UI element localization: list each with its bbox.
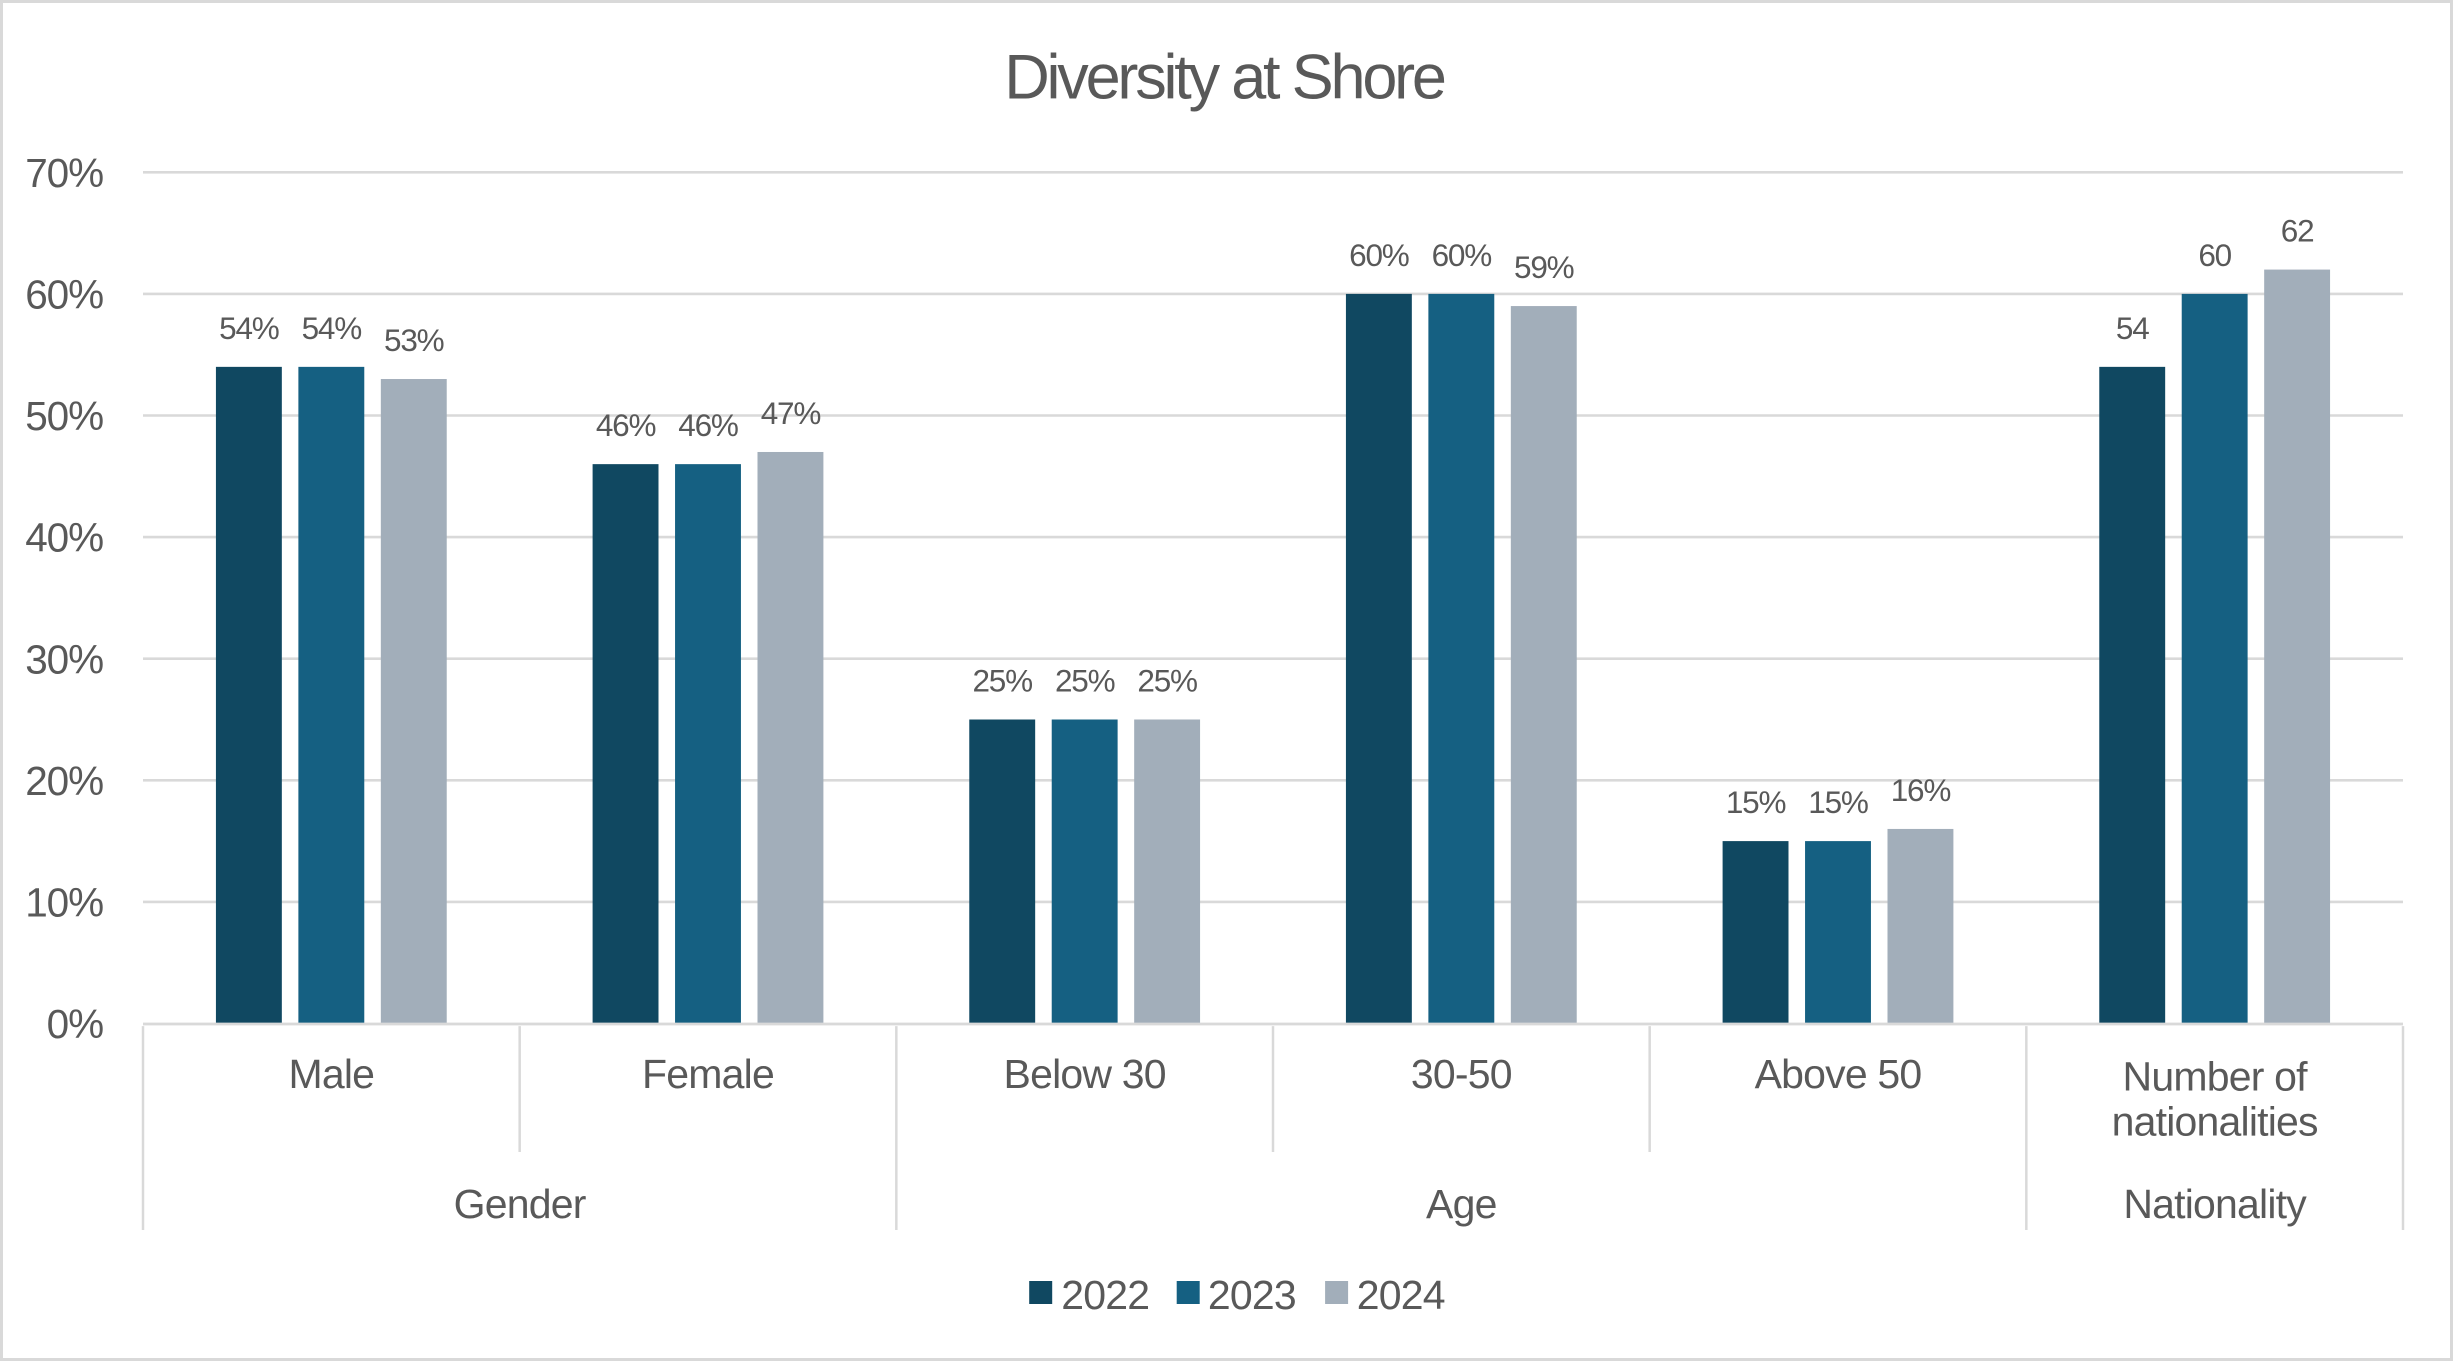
svg-text:nationalities: nationalities — [2112, 1098, 2318, 1144]
svg-text:25%: 25% — [1137, 663, 1197, 699]
svg-text:15%: 15% — [1726, 784, 1786, 820]
svg-text:0%: 0% — [47, 1001, 103, 1047]
svg-text:60%: 60% — [1432, 237, 1492, 273]
svg-text:Female: Female — [642, 1051, 774, 1097]
svg-text:Above 50: Above 50 — [1755, 1051, 1922, 1097]
svg-text:2024: 2024 — [1357, 1272, 1445, 1318]
svg-text:47%: 47% — [761, 395, 821, 431]
svg-text:Below 30: Below 30 — [1004, 1051, 1166, 1097]
svg-text:16%: 16% — [1891, 772, 1951, 808]
svg-text:54%: 54% — [302, 310, 362, 346]
svg-text:70%: 70% — [25, 150, 103, 196]
svg-text:15%: 15% — [1808, 784, 1868, 820]
svg-text:2022: 2022 — [1061, 1272, 1149, 1318]
svg-text:25%: 25% — [972, 663, 1032, 699]
svg-text:46%: 46% — [596, 407, 656, 443]
svg-text:54: 54 — [2116, 310, 2149, 346]
svg-text:30%: 30% — [25, 636, 103, 682]
svg-text:Number of: Number of — [2123, 1054, 2309, 1100]
svg-text:Age: Age — [1426, 1181, 1497, 1227]
svg-text:62: 62 — [2281, 213, 2314, 249]
svg-text:20%: 20% — [25, 758, 103, 804]
svg-text:10%: 10% — [25, 880, 103, 926]
svg-text:Diversity at Shore: Diversity at Shore — [1004, 43, 1445, 113]
svg-text:59%: 59% — [1514, 249, 1574, 285]
svg-text:50%: 50% — [25, 393, 103, 439]
svg-text:Male: Male — [288, 1051, 374, 1097]
svg-text:25%: 25% — [1055, 663, 1115, 699]
svg-text:30-50: 30-50 — [1411, 1051, 1512, 1097]
svg-text:46%: 46% — [678, 407, 738, 443]
svg-text:60%: 60% — [1349, 237, 1409, 273]
svg-text:2023: 2023 — [1208, 1272, 1296, 1318]
svg-text:60: 60 — [2198, 237, 2231, 273]
svg-text:Gender: Gender — [454, 1181, 586, 1227]
svg-text:40%: 40% — [25, 515, 103, 561]
svg-text:53%: 53% — [384, 322, 444, 358]
svg-text:Nationality: Nationality — [2123, 1181, 2307, 1227]
svg-text:54%: 54% — [219, 310, 279, 346]
svg-text:60%: 60% — [25, 272, 103, 318]
